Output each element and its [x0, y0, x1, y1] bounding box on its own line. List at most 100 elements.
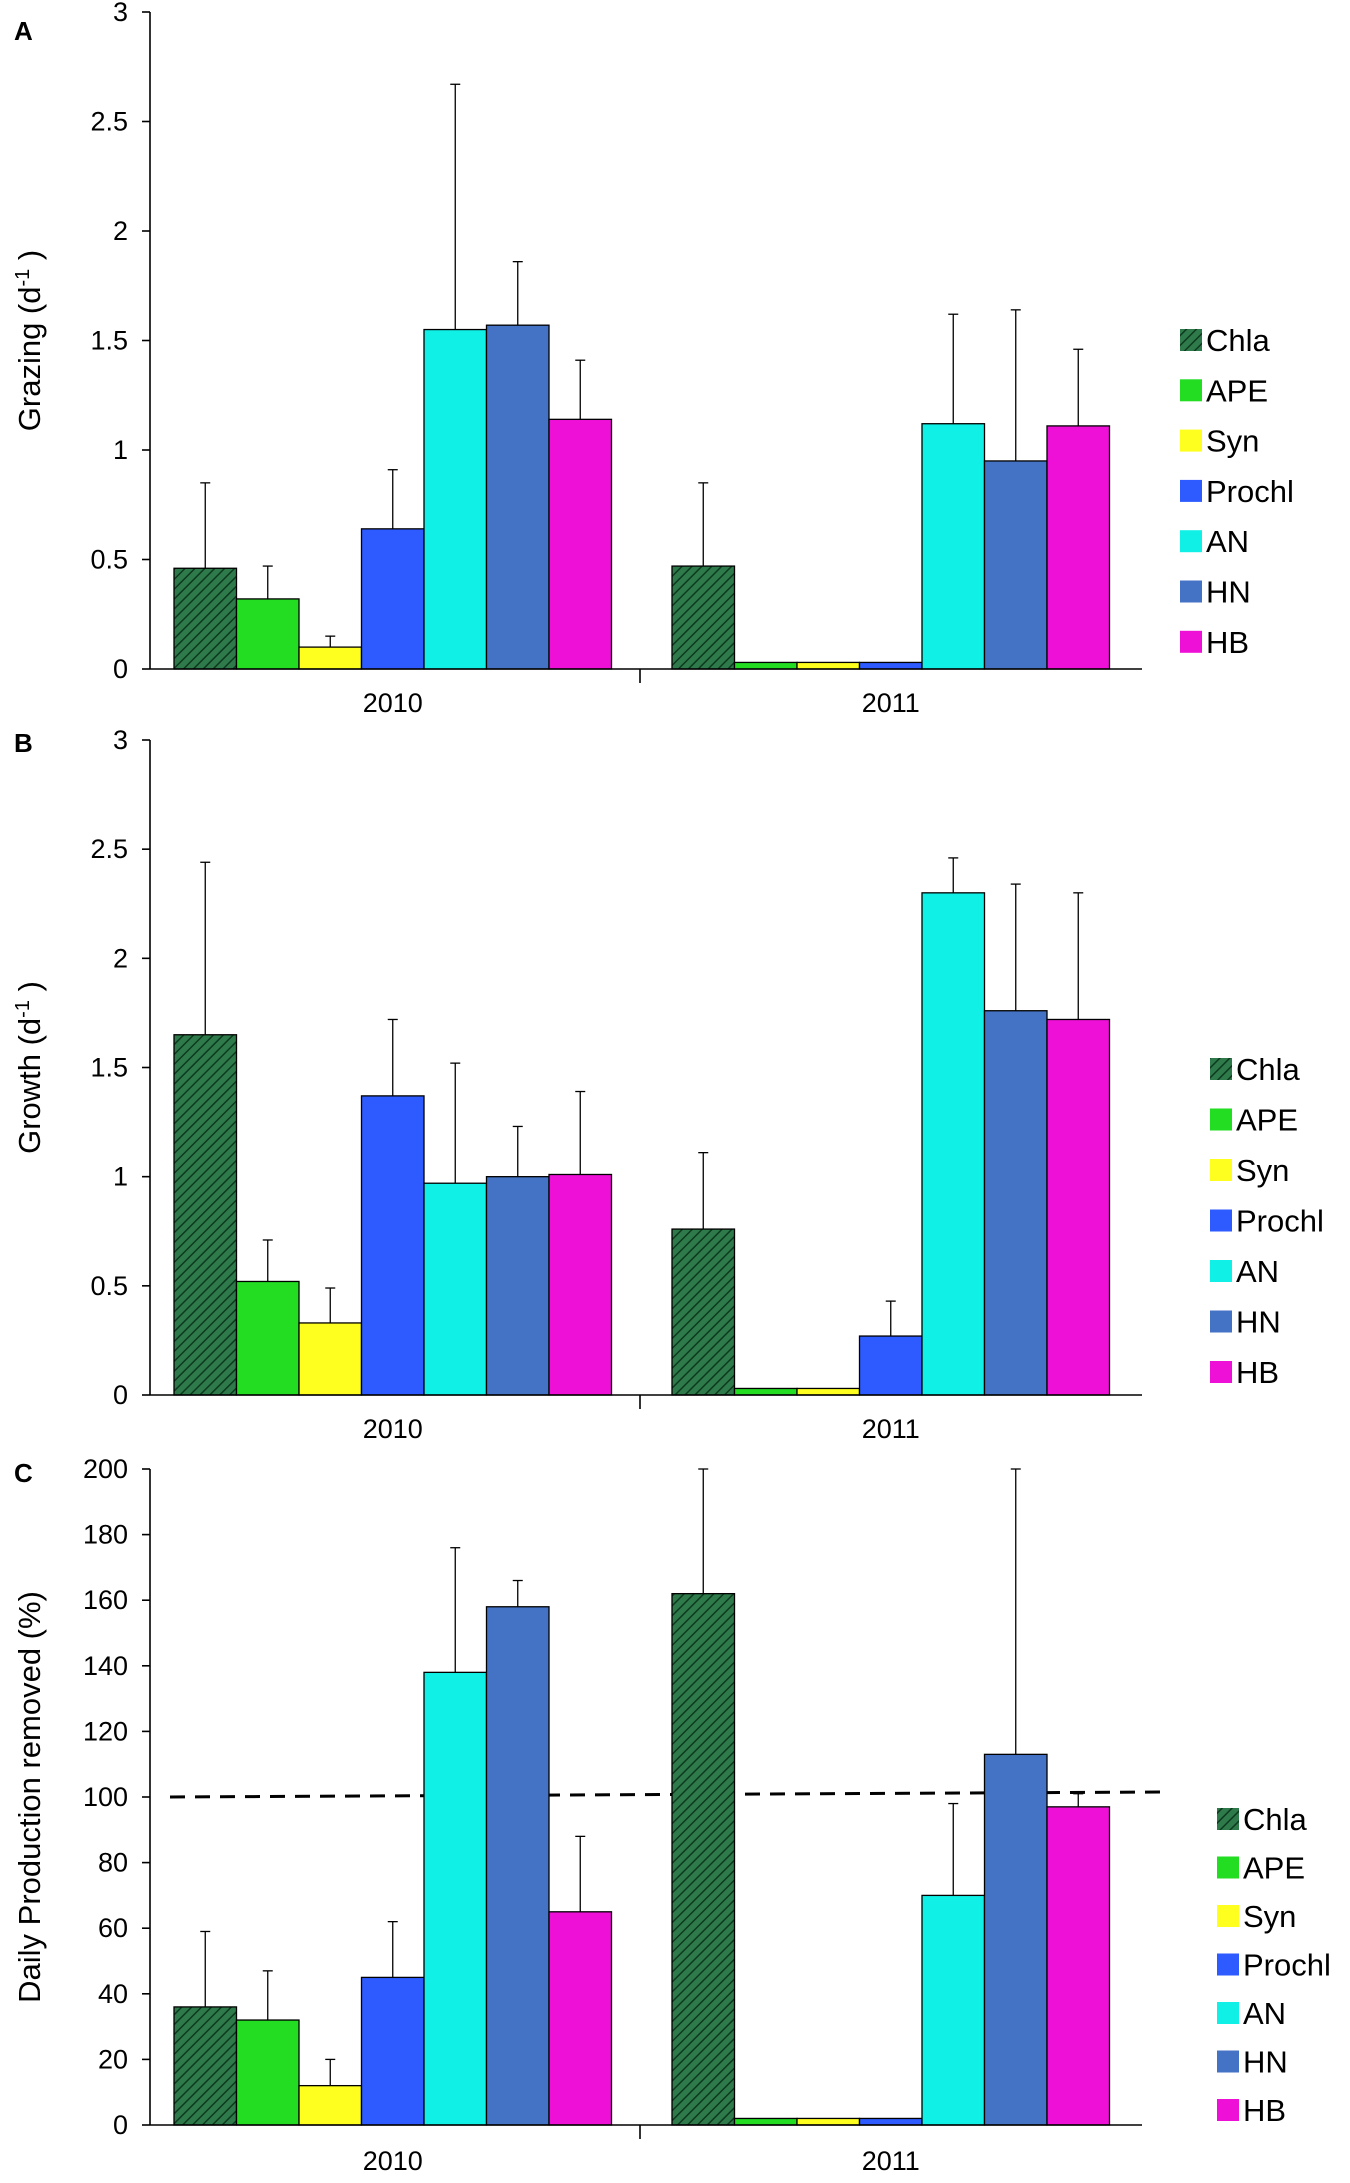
- legend-item-hn: HN: [1210, 1305, 1281, 1340]
- legend-swatch-prochl: [1210, 1209, 1232, 1232]
- legend-item-ape: APE: [1210, 1103, 1298, 1138]
- y-tick-label-c: 160: [83, 1585, 128, 1615]
- legend-swatch-hb: [1217, 2099, 1239, 2121]
- error-bar-b-syn-2010: [325, 1287, 336, 1323]
- legend-item-hn: HN: [1217, 2045, 1288, 2080]
- bar-b-hb-2011: [1046, 1018, 1111, 1396]
- error-bar-c-syn-2010: [325, 2058, 336, 2086]
- legend-item-hn: HN: [1180, 575, 1251, 610]
- legend-swatch-chla: [1217, 1808, 1239, 1830]
- error-bar-a-an-2011: [948, 313, 959, 424]
- bar-b-hn-2011: [983, 1010, 1048, 1396]
- panel-letter-c: C: [14, 1458, 33, 1488]
- legend-swatch-chla: [1210, 1058, 1232, 1080]
- legend-label-syn: Syn: [1206, 424, 1259, 459]
- legend-item-ape: APE: [1217, 1851, 1305, 1886]
- legend-label-hn: HN: [1243, 2045, 1288, 2080]
- error-bar-a-chla-2010: [200, 482, 211, 569]
- y-tick-label-b: 1.5: [90, 1053, 128, 1083]
- legend-item-an: AN: [1217, 1996, 1286, 2031]
- bar-c-prochl-2011: [858, 2117, 923, 2126]
- bar-a-syn-2011: [796, 661, 861, 670]
- error-bar-a-syn-2010: [325, 635, 336, 648]
- error-bar-b-hn-2011: [1010, 883, 1021, 1011]
- legend-swatch-chla: [1180, 329, 1202, 351]
- legend-item-syn: Syn: [1210, 1153, 1289, 1188]
- legend-label-prochl: Prochl: [1236, 1204, 1324, 1239]
- legend-item-syn: Syn: [1217, 1899, 1296, 1934]
- x-category-label-c: 2011: [862, 2146, 920, 2176]
- legend-swatch-ape: [1180, 379, 1202, 402]
- legend-item-prochl: Prochl: [1180, 474, 1294, 509]
- error-bar-a-ape-2010: [262, 565, 273, 599]
- x-category-label-c: 2010: [363, 2146, 423, 2176]
- y-tick-label-b: 1: [113, 1162, 128, 1192]
- bar-a-an-2011: [921, 423, 986, 670]
- y-tick-label-a: 1.5: [90, 326, 128, 356]
- bar-c-hn-2010: [485, 1606, 550, 2126]
- y-tick-label-c: 80: [98, 1848, 128, 1878]
- legend-swatch-hb: [1210, 1361, 1232, 1383]
- bar-a-prochl-2010: [360, 528, 425, 670]
- bar-b-prochl-2011: [858, 1335, 923, 1396]
- y-tick-label-b: 3: [113, 725, 128, 755]
- bar-c-hn-2011: [983, 1753, 1048, 2126]
- legend-swatch-ape: [1210, 1108, 1232, 1131]
- error-bar-c-chla-2010: [200, 1930, 211, 2007]
- error-bar-b-prochl-2010: [387, 1018, 398, 1096]
- bar-b-an-2011: [921, 892, 986, 1396]
- legend-item-chla: Chla: [1210, 1052, 1301, 1087]
- legend-label-chla: Chla: [1243, 1802, 1308, 1837]
- legend-label-hb: HB: [1243, 2093, 1286, 2128]
- error-bar-b-hb-2010: [575, 1090, 586, 1175]
- y-tick-label-c: 180: [83, 1520, 128, 1550]
- legend-swatch-prochl: [1217, 1953, 1239, 1976]
- legend-label-syn: Syn: [1236, 1153, 1289, 1188]
- legend-swatch-an: [1217, 2002, 1239, 2024]
- error-bar-a-prochl-2010: [387, 469, 398, 529]
- y-tick-label-c: 100: [83, 1782, 128, 1812]
- legend-swatch-syn: [1210, 1159, 1232, 1181]
- error-bar-b-chla-2010: [200, 861, 211, 1035]
- legend-label-hn: HN: [1236, 1305, 1281, 1340]
- legend-label-ape: APE: [1243, 1851, 1305, 1886]
- bar-b-an-2010: [423, 1182, 488, 1396]
- bar-b-chla-2010: [173, 1034, 238, 1396]
- legend-b: Chla APE Syn Prochl AN HN HB: [1210, 1052, 1324, 1390]
- legend-swatch-syn: [1180, 429, 1202, 452]
- legend-swatch-hn: [1210, 1310, 1232, 1333]
- bar-c-syn-2011: [796, 2117, 861, 2126]
- legend-item-ape: APE: [1180, 373, 1268, 408]
- bar-a-hn-2010: [485, 324, 550, 670]
- x-category-label-b: 2010: [363, 1414, 423, 1444]
- legend-swatch-prochl: [1180, 479, 1202, 502]
- legend-label-ape: APE: [1236, 1103, 1298, 1138]
- legend-swatch-hn: [1217, 2050, 1239, 2073]
- bar-a-prochl-2011: [858, 661, 923, 670]
- panel-c: C 0 20 40 60 80 100 120 140 160 180 200 2010 2011 Dail…: [12, 1454, 1331, 2176]
- bar-c-hb-2010: [548, 1911, 613, 2126]
- y-axis-label-c: Daily Production removed (%): [12, 1591, 47, 2003]
- error-bar-b-prochl-2011: [885, 1300, 896, 1337]
- legend-label-hn: HN: [1206, 575, 1251, 610]
- bar-c-ape-2010: [235, 2019, 300, 2126]
- bar-c-an-2011: [921, 1894, 986, 2126]
- y-tick-label-c: 200: [83, 1454, 128, 1484]
- legend-label-ape: APE: [1206, 373, 1268, 408]
- y-tick-label-b: 2: [113, 943, 128, 973]
- error-bar-b-ape-2010: [262, 1239, 273, 1282]
- bar-a-an-2010: [423, 328, 488, 670]
- legend-item-hb: HB: [1180, 625, 1249, 660]
- panel-letter-a: A: [14, 16, 33, 46]
- legend-swatch-an: [1210, 1260, 1232, 1282]
- legend-item-an: AN: [1180, 524, 1249, 559]
- y-axis-label-b: Growth (d-1 ): [12, 981, 47, 1154]
- legend-item-prochl: Prochl: [1210, 1204, 1324, 1239]
- error-bar-b-hb-2011: [1073, 892, 1084, 1020]
- y-tick-label-b: 0.5: [90, 1271, 128, 1301]
- error-bar-c-hn-2011: [1010, 1468, 1021, 1755]
- bar-a-ape-2011: [733, 661, 798, 670]
- bar-c-an-2010: [423, 1671, 488, 2126]
- error-bar-a-hb-2011: [1073, 348, 1084, 426]
- x-category-label-a: 2011: [862, 688, 920, 718]
